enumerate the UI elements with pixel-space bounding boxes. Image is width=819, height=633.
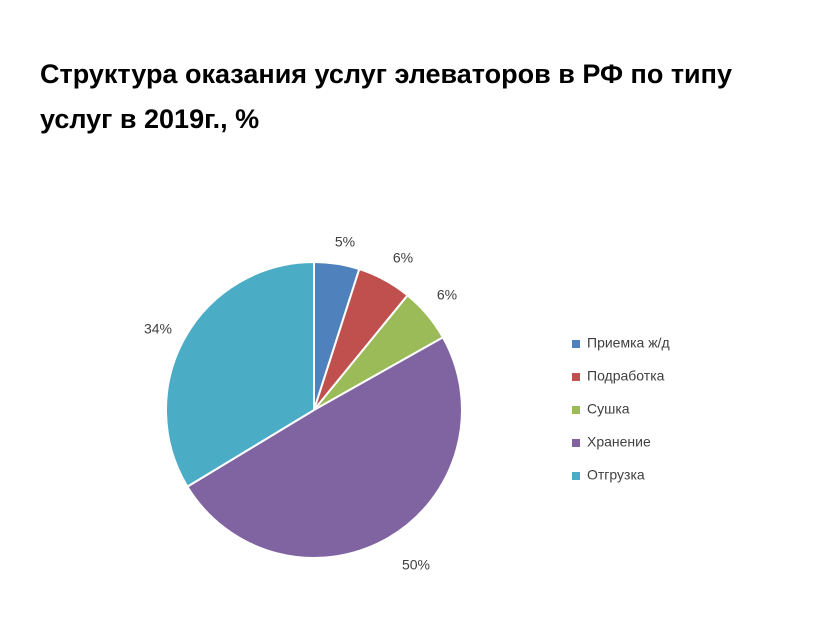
pie-slice-5 [165,261,315,488]
legend-label-5: Отгрузка [587,467,645,483]
pie-slices [165,261,463,559]
legend-swatch-3 [572,406,580,414]
legend-swatch-2 [572,373,580,381]
chart-title: Структура оказания услуг элеваторов в РФ… [40,59,732,134]
legend-swatch-1 [572,340,580,348]
legend-label-4: Хранение [587,434,651,450]
data-label-5: 34% [144,321,172,337]
legend-swatch-4 [572,439,580,447]
data-label-1: 5% [335,234,355,250]
legend-swatch-5 [572,472,580,480]
pie-data-labels: 5% 6% 6% 50% 34% [144,234,457,573]
pie-slice-4 [186,336,463,559]
chart-legend: Приемка ж/д Подработка Сушка Хранение Отгруз… [572,335,670,483]
legend-label-2: Подработка [587,368,665,384]
legend-label-3: Сушка [587,401,630,417]
legend-label-1: Приемка ж/д [587,335,670,351]
data-label-2: 6% [393,250,413,266]
data-label-4: 50% [402,557,430,573]
data-label-3: 6% [437,287,457,303]
